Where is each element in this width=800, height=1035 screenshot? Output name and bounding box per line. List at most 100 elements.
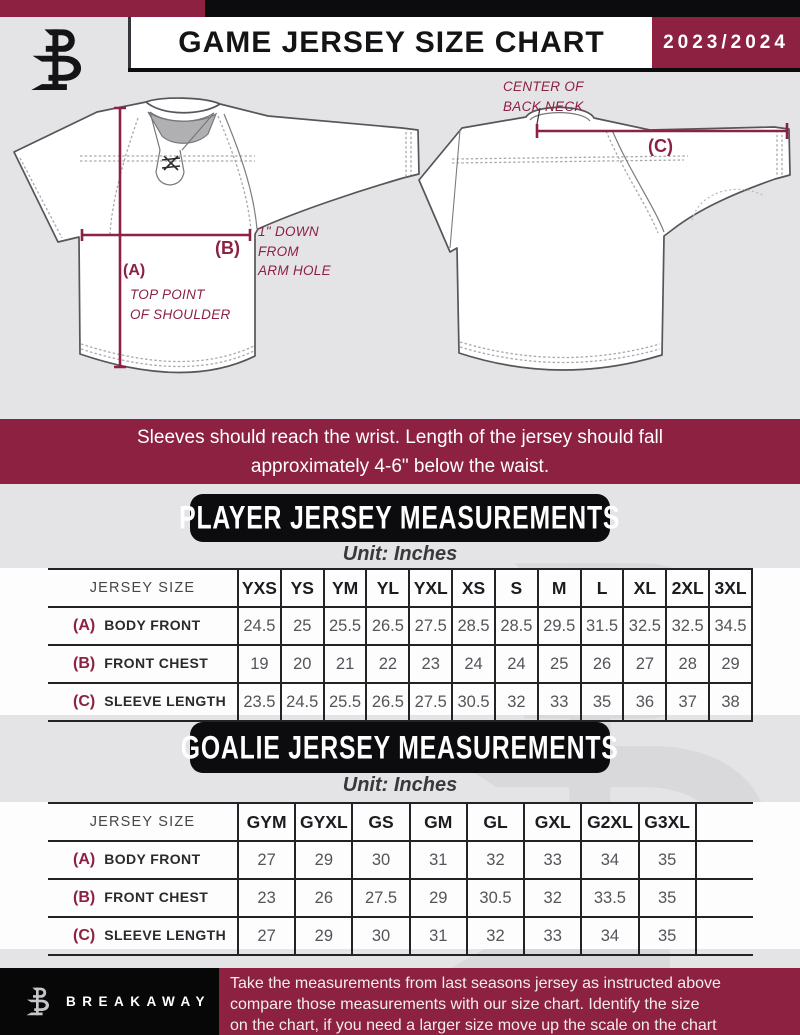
size-column-header: 3XL [708,568,753,608]
goalie-size-table: JERSEY SIZE GYM GYXL GS GM GL GXL G2XL G3XL (A) BO… [48,802,753,956]
measurement-cell: 32 [465,916,526,956]
measurement-cell: 38 [708,682,753,722]
measurement-cell: 25.5 [322,682,368,722]
measurement-cell: 32.5 [665,606,711,646]
size-column-header: GYXL [294,802,354,842]
size-column-header: YS [279,568,325,608]
measure-c-label: (C) [648,136,673,156]
back-neck-inner [529,112,591,122]
jersey-size-header: JERSEY SIZE [48,568,238,608]
size-column-header: XL [622,568,668,608]
measurement-cell: 29 [708,644,753,684]
measurement-cell: 27.5 [408,682,454,722]
top-accent-bar [0,0,800,17]
measurement-cell: 24.5 [237,606,282,646]
measurement-cell: 27 [622,644,668,684]
back-left-sleeve-fold [449,129,461,249]
measurement-cell: 28.5 [493,606,539,646]
measurement-cell: 30.5 [465,878,526,918]
measurement-cell: 34 [580,840,640,880]
player-size-table: JERSEY SIZE YXS YS YM YL YXL XS S M L XL 2XL 3XL (A) B… [48,568,753,722]
measure-b-label: (B) [215,238,240,258]
measurement-cell [694,840,753,880]
size-column-header: G2XL [580,802,640,842]
row-label: (A) BODY FRONT [48,840,238,880]
front-measure-lines [80,106,252,369]
size-column-header: S [493,568,539,608]
back-sleeve-seam [611,129,665,233]
goalie-unit-label: Unit: Inches [342,774,458,796]
measurement-cell [694,916,753,956]
measurement-cell: 33 [523,840,583,880]
footer-instructions: Take the measurements from last seasons … [230,975,721,1034]
footer-brand-box: BREAKAWAY [0,968,219,1035]
player-section-title: PLAYER JERSEY MEASUREMENTS [179,494,620,542]
size-column-header: GXL [523,802,583,842]
breakaway-footer-logo-icon [26,987,50,1015]
measurement-cell: 33 [523,916,583,956]
armhole-note: 1" DOWN FROM ARM HOLE [258,224,331,279]
size-column-header: 2XL [665,568,711,608]
measurement-cell: 25 [279,606,325,646]
fit-note-text: Sleeves should reach the wrist. Length o… [137,426,663,477]
back-measure-lines [535,123,789,139]
measurement-cell: 32 [493,682,539,722]
measurement-cell: 25.5 [322,606,368,646]
size-column-header: XS [451,568,496,608]
row-label: (C) SLEEVE LENGTH [48,682,238,722]
size-column-header: GYM [236,802,297,842]
season-label: 2023/2024 [663,31,789,53]
breakaway-logo-icon [31,29,82,91]
measurement-cell: 31 [408,916,468,956]
neck-pointer-line [536,107,541,125]
player-table-strip: JERSEY SIZE YXS YS YM YL YXL XS S M L XL 2XL 3XL (A) B… [0,568,800,722]
brand-name: BREAKAWAY [66,994,212,1009]
measurement-cell: 32 [523,878,583,918]
row-label: (B) FRONT CHEST [48,878,238,918]
measurement-cell: 32 [465,840,526,880]
elbow-stitch-arc [691,188,765,221]
jersey-size-header: JERSEY SIZE [48,802,238,842]
size-column-header: L [579,568,625,608]
size-column-header [694,802,753,842]
measurement-cell: 34.5 [708,606,753,646]
measurement-cell: 33.5 [580,878,640,918]
measurement-cell: 34 [580,916,640,956]
measurement-cell: 30 [351,916,411,956]
measurement-cell: 37 [665,682,711,722]
shoulder-note: TOP POINT OF SHOULDER [130,287,231,322]
header-title-box: GAME JERSEY SIZE CHART [128,17,652,68]
measurement-cell: 31.5 [579,606,625,646]
jersey-diagrams [13,97,791,374]
size-column-header: M [536,568,582,608]
measurement-cell: 32.5 [622,606,668,646]
jersey-diagram-area: CENTER OF BACK NECK (C) (B) 1" DOWN FROM… [0,72,800,419]
goalie-section-title-text: GOALIE JERSEY MEASUREMENTS [181,728,619,766]
measurement-cell: 21 [322,644,368,684]
size-column-header: G3XL [637,802,697,842]
fit-note-banner: Sleeves should reach the wrist. Length o… [0,419,800,484]
row-label: (C) SLEEVE LENGTH [48,916,238,956]
measurement-cell: 29 [294,916,354,956]
measurement-cell: 33 [536,682,582,722]
measurement-cell: 24 [451,644,496,684]
back-jersey-seams [451,130,783,364]
top-accent-maroon [0,0,205,17]
measurement-cell: 26.5 [365,606,411,646]
measurement-cell: 35 [637,878,697,918]
page-title: GAME JERSEY SIZE CHART [178,25,605,59]
size-column-header: GM [408,802,468,842]
front-jersey-collar [145,101,221,186]
collar-laces [161,155,181,171]
center-back-neck-note: CENTER OF BACK NECK [503,79,584,114]
season-badge: 2023/2024 [652,17,800,68]
measurement-cell: 35 [579,682,625,722]
size-column-header: YL [365,568,411,608]
measurement-cell: 30.5 [451,682,496,722]
size-column-header: GL [465,802,526,842]
measurement-cell [694,878,753,918]
measurement-cell: 26.5 [365,682,411,722]
measurement-cell: 35 [637,916,697,956]
size-column-header: YM [322,568,368,608]
goalie-table-strip: JERSEY SIZE GYM GYXL GS GM GL GXL G2XL G3XL (A) BO… [0,802,800,956]
